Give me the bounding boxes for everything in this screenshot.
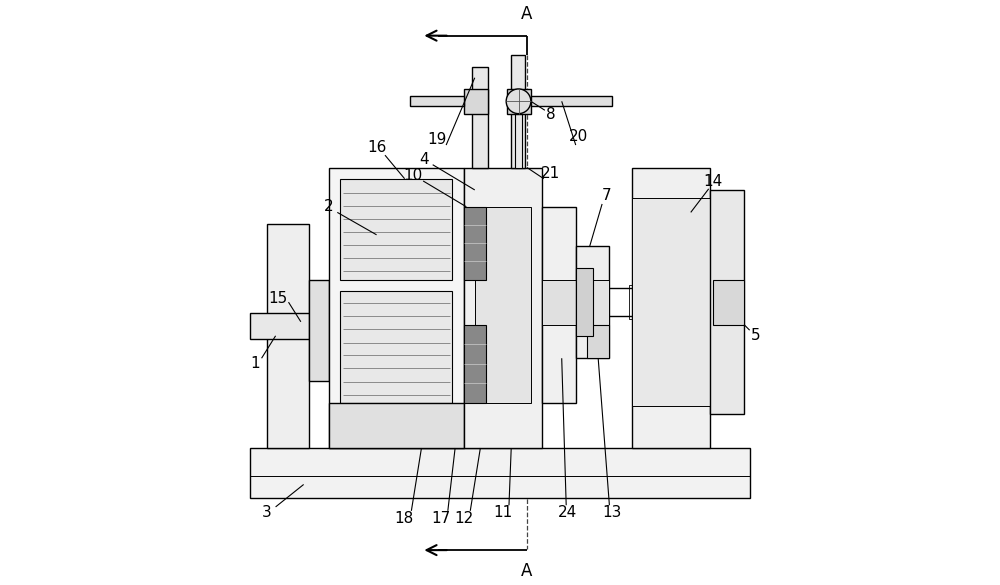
- Bar: [511, 56, 525, 167]
- Text: 15: 15: [269, 291, 288, 306]
- Text: A: A: [521, 5, 533, 23]
- Bar: [542, 280, 576, 325]
- Bar: [590, 280, 609, 325]
- Bar: [267, 223, 309, 448]
- Text: 2: 2: [324, 199, 334, 214]
- Bar: [309, 280, 329, 381]
- Bar: [472, 67, 488, 167]
- Text: 8: 8: [546, 106, 555, 122]
- Bar: [250, 314, 309, 339]
- Text: 21: 21: [541, 166, 560, 181]
- Bar: [464, 325, 486, 403]
- Bar: [587, 325, 609, 358]
- Bar: [250, 448, 750, 498]
- Text: 3: 3: [262, 505, 272, 520]
- Text: 16: 16: [367, 140, 386, 156]
- Text: 10: 10: [403, 168, 423, 184]
- Bar: [329, 167, 464, 448]
- Bar: [340, 179, 452, 280]
- Bar: [531, 97, 612, 106]
- Text: A: A: [521, 562, 533, 580]
- Bar: [464, 167, 542, 448]
- Text: 11: 11: [493, 505, 512, 520]
- Bar: [475, 207, 531, 403]
- Text: 18: 18: [394, 511, 413, 526]
- Bar: [632, 167, 710, 448]
- Text: 14: 14: [704, 174, 723, 189]
- Text: 5: 5: [750, 328, 760, 343]
- Bar: [713, 280, 744, 325]
- Bar: [464, 207, 486, 280]
- Text: 12: 12: [454, 511, 473, 526]
- Text: 24: 24: [558, 505, 577, 520]
- Bar: [410, 97, 464, 106]
- Bar: [632, 198, 710, 406]
- Bar: [576, 246, 609, 358]
- Text: 1: 1: [250, 356, 260, 371]
- Bar: [576, 269, 593, 336]
- Text: 19: 19: [427, 132, 447, 147]
- Bar: [710, 190, 744, 414]
- Bar: [329, 403, 464, 448]
- Bar: [464, 89, 488, 114]
- Bar: [542, 207, 576, 403]
- Text: 20: 20: [569, 129, 588, 144]
- Bar: [515, 114, 522, 167]
- Text: 7: 7: [602, 188, 611, 203]
- Bar: [507, 89, 531, 114]
- Bar: [340, 291, 452, 403]
- Bar: [629, 285, 635, 319]
- Text: 17: 17: [431, 511, 451, 526]
- Circle shape: [506, 89, 531, 113]
- Text: 4: 4: [419, 152, 429, 167]
- Text: 13: 13: [603, 505, 622, 520]
